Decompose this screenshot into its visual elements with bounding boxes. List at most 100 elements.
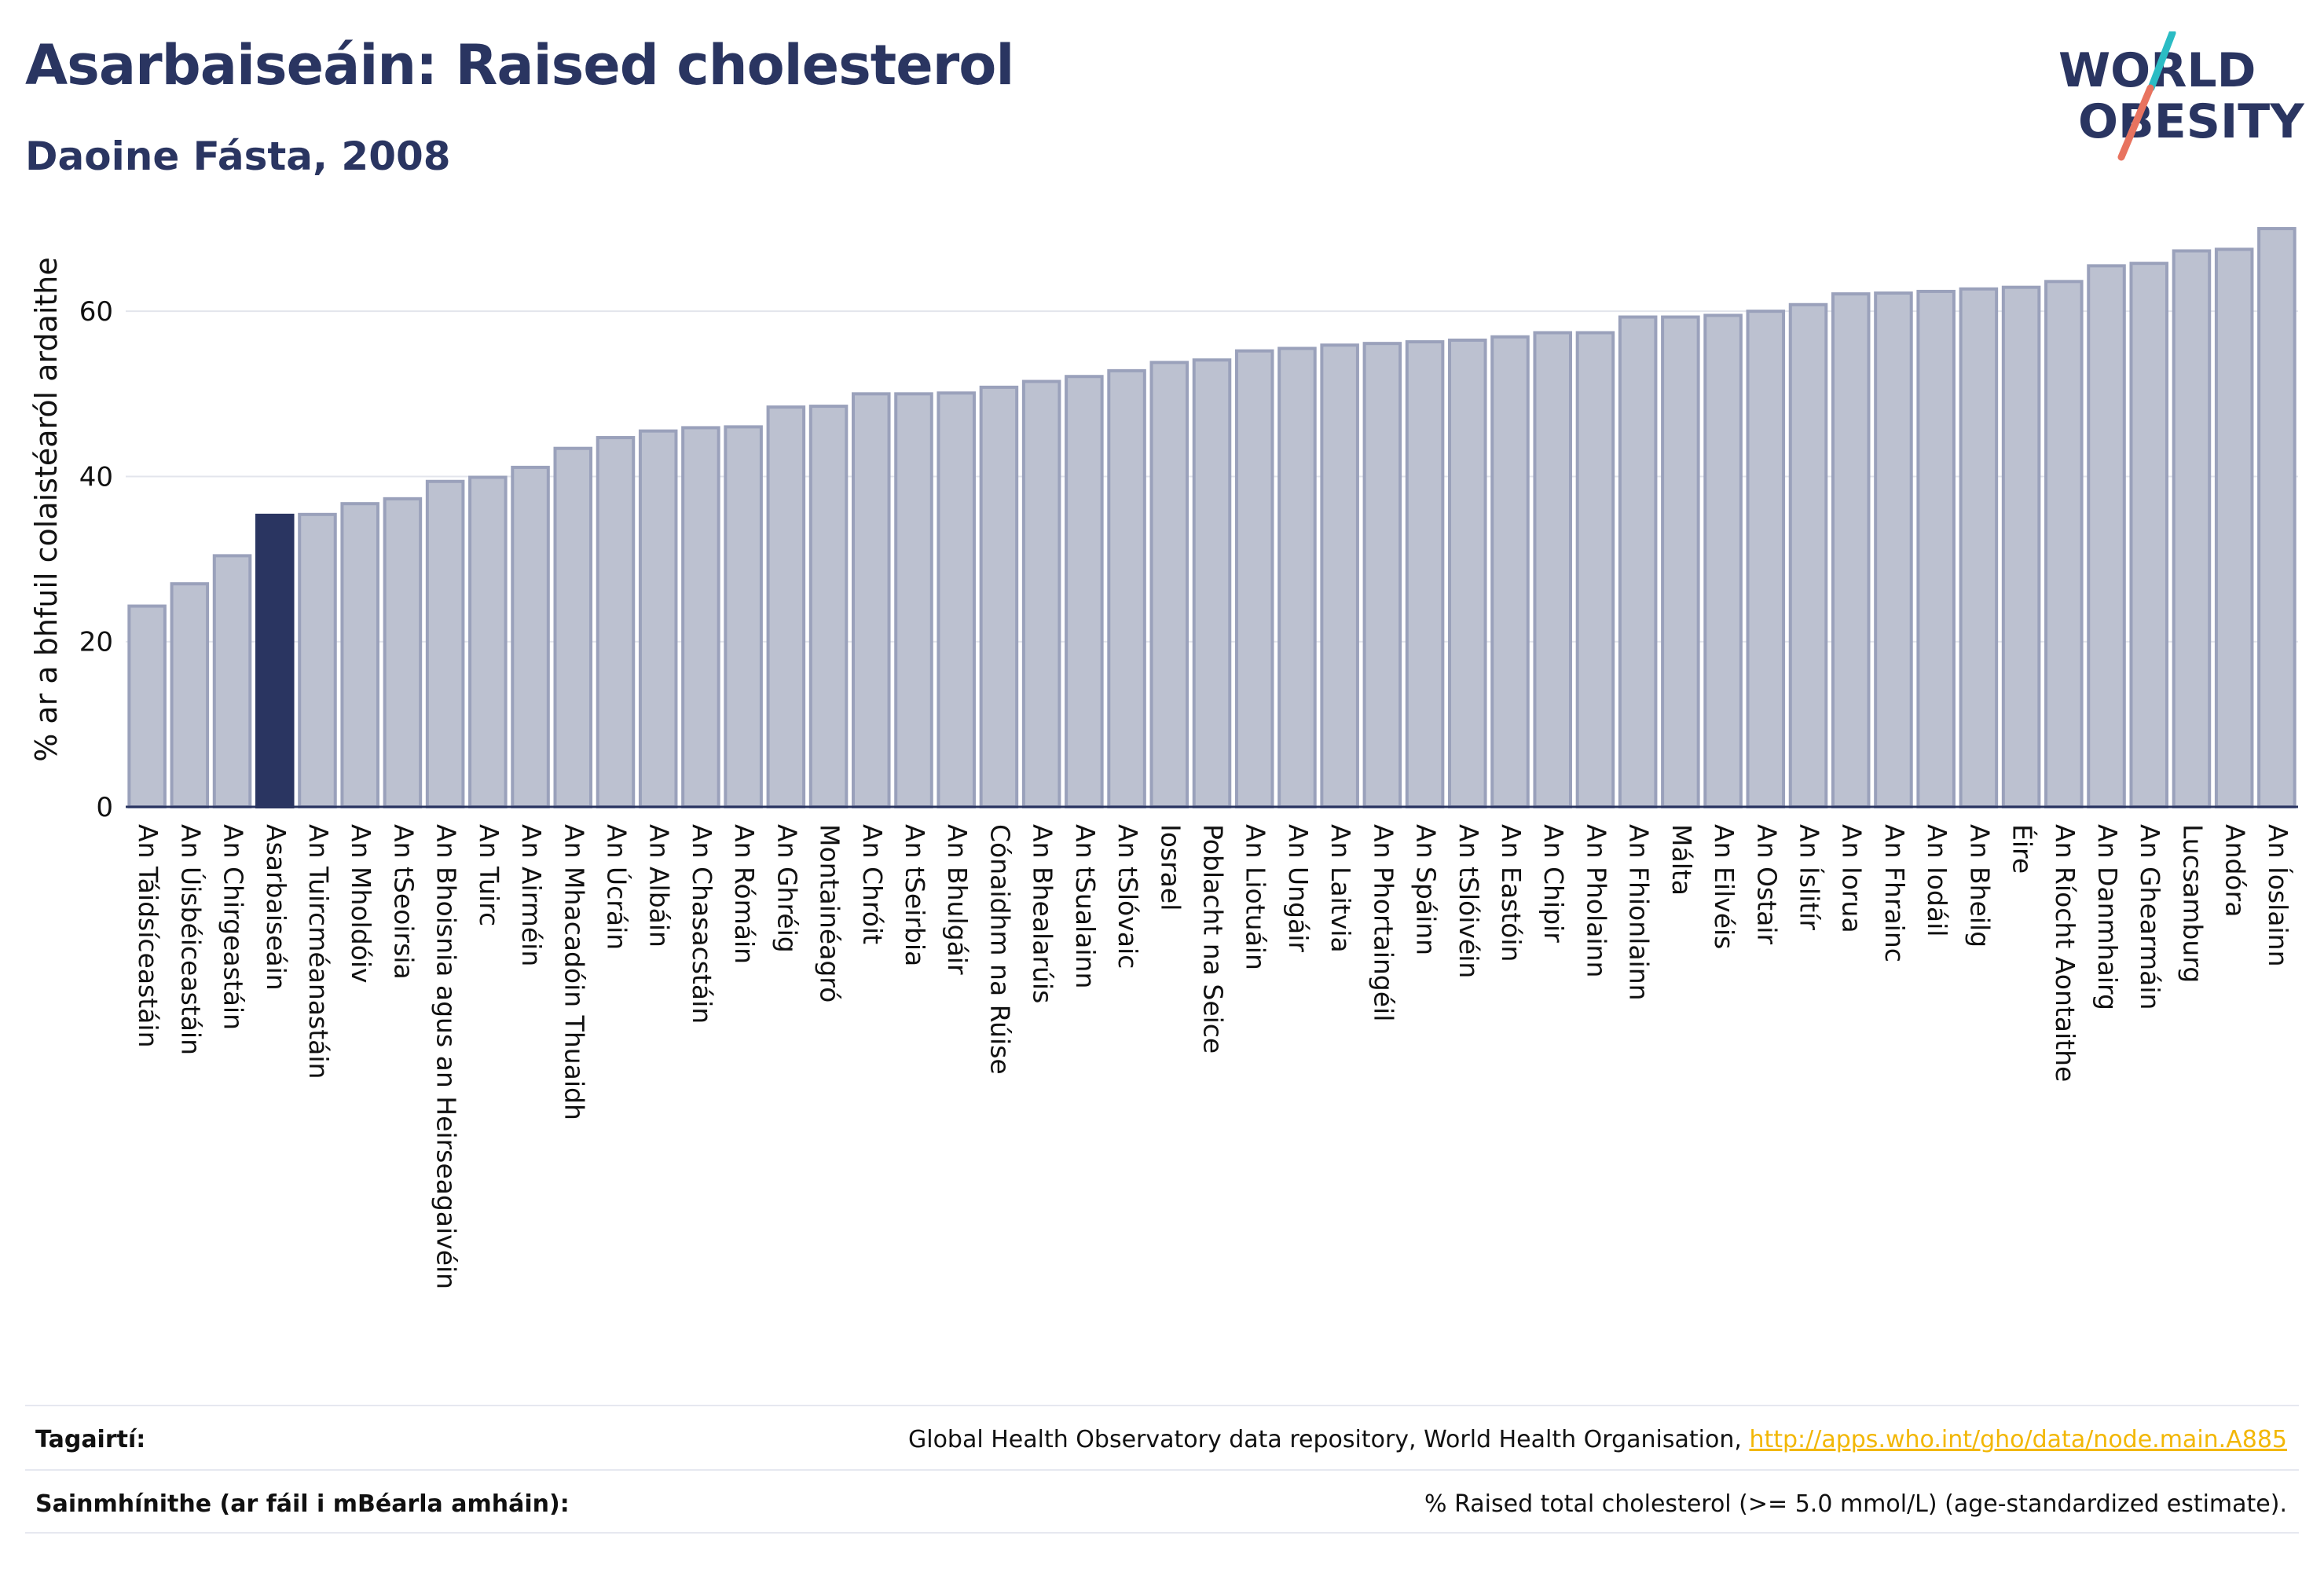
x-tick-label: An Fhionlainn <box>1624 824 1655 1001</box>
logo-slash-teal <box>2147 31 2176 92</box>
x-tick-label: An Íslitír <box>1794 824 1826 930</box>
x-tick-label: An Tuirc <box>474 824 504 926</box>
references-label: Tagairtí: <box>35 1426 146 1453</box>
x-tick-label: An Mholdóiv <box>346 824 376 984</box>
x-tick-label: An Iodáil <box>1922 824 1952 936</box>
y-tick-label: 60 <box>79 296 113 328</box>
y-tick-label: 20 <box>79 627 113 658</box>
references-text: Global Health Observatory data repositor… <box>908 1426 1742 1453</box>
bar <box>1277 346 1317 808</box>
x-tick-label: An Bhulgáir <box>942 824 973 975</box>
x-tick-label: Poblacht na Seice <box>1198 824 1229 1054</box>
x-tick-label: An Pholainn <box>1581 824 1611 977</box>
x-tick-label: An Ríocht Aontaithe <box>2050 824 2080 1082</box>
bar <box>212 554 252 809</box>
bar <box>1490 335 1530 809</box>
x-tick-label: An Chipir <box>1538 824 1569 943</box>
bar <box>766 405 806 809</box>
x-tick-label: An Táidsíceastáin <box>133 824 163 1047</box>
x-tick-label: An Liotuáin <box>1241 824 1271 970</box>
bar <box>127 604 167 809</box>
bar <box>681 426 720 808</box>
bar <box>1021 379 1061 808</box>
x-tick-label: An Íoslainn <box>2263 824 2294 966</box>
x-tick-label: An Chasacstáin <box>687 824 717 1024</box>
bar <box>1192 358 1232 808</box>
chart-subtitle: Daoine Fásta, 2008 <box>25 134 451 179</box>
bar-chart: 0 20 40 60 % ar a bhfuil colaistéaról ardait… <box>29 227 2298 1289</box>
bar <box>425 479 465 809</box>
bar <box>1448 338 1487 808</box>
x-tick-label: An Eastóin <box>1496 824 1527 962</box>
footer-divider-middle <box>25 1469 2299 1471</box>
x-tick-label: Asarbaiseáin <box>261 824 291 991</box>
x-tick-label: An Albáin <box>644 824 675 947</box>
x-tick-label: Andóra <box>2220 824 2251 917</box>
x-tick-label: Éire <box>2007 824 2039 874</box>
bar <box>638 429 678 808</box>
bar <box>2129 262 2169 808</box>
bar <box>1746 310 1786 808</box>
x-tick-label: An Iorua <box>1837 824 1868 933</box>
definitions-label: Sainmhínithe (ar fáil i mBéarla amháin): <box>35 1490 570 1518</box>
x-tick-label: An Fhrainc <box>1879 824 1910 962</box>
x-tick-label: An Phortaingéil <box>1368 824 1398 1021</box>
bar <box>1149 361 1189 808</box>
bar <box>596 436 636 808</box>
bar <box>2172 249 2212 808</box>
bar <box>979 385 1019 808</box>
bar <box>1362 342 1402 808</box>
x-tick-label: An Danmhairg <box>2092 824 2123 1010</box>
footer-divider-bottom <box>25 1532 2299 1534</box>
x-tick-label: An Ostair <box>1751 824 1782 944</box>
y-tick-label: 40 <box>79 461 113 493</box>
bar <box>2214 247 2254 808</box>
x-tick-label: An Tuircméanastáin <box>303 824 334 1079</box>
x-tick-label: An tSlóivéin <box>1453 824 1484 978</box>
bar <box>2087 264 2126 808</box>
bar <box>2001 285 2041 808</box>
x-tick-label: An tSlóvaic <box>1113 824 1143 969</box>
x-tick-label: An Chirgeastáin <box>218 824 249 1030</box>
footer-divider-top <box>25 1405 2299 1406</box>
bar <box>808 405 849 809</box>
bar <box>1703 313 1743 809</box>
y-tick-label: 0 <box>96 792 113 823</box>
definitions-value: % Raised total cholesterol (>= 5.0 mmol/… <box>1424 1490 2287 1518</box>
x-tick-label: An Ghréig <box>772 824 802 953</box>
bar <box>1788 302 1828 808</box>
bar <box>1916 289 1956 808</box>
x-tick-label: An Spáinn <box>1411 824 1442 955</box>
bar <box>1320 343 1359 808</box>
x-tick-label: An Airméin <box>516 824 547 966</box>
x-tick-label: An Bhoisnia agus an Heirseagaivéin <box>431 824 462 1289</box>
x-tick-label: An Mhacadóin Thuaidh <box>559 824 589 1120</box>
world-obesity-logo: WORLD OBESITY <box>2058 31 2305 161</box>
x-tick-label: An Bheilg <box>1964 824 1995 947</box>
references-value: Global Health Observatory data repositor… <box>908 1426 2287 1453</box>
bar <box>1831 292 1871 808</box>
bar <box>1107 368 1146 809</box>
bar <box>1234 349 1274 808</box>
x-tick-label: Iosrael <box>1155 824 1186 911</box>
bar <box>1959 287 1999 808</box>
x-tick-label: An Ungáir <box>1283 824 1314 952</box>
bar <box>894 392 933 808</box>
bar <box>170 582 210 808</box>
x-tick-label: Lucsamburg <box>2177 824 2208 983</box>
bar <box>255 513 295 809</box>
x-tick-label: An Úisbéiceastáin <box>175 824 207 1055</box>
bar <box>553 446 593 808</box>
bar <box>511 465 550 808</box>
logo-slash-coral <box>2117 84 2154 161</box>
bar <box>1065 375 1104 808</box>
x-tick-label: An Chróit <box>857 824 888 944</box>
x-tick-label: An Úcráin <box>601 824 632 950</box>
references-link[interactable]: http://apps.who.int/gho/data/node.main.A… <box>1749 1426 2287 1453</box>
x-tick-label: An tSeirbia <box>900 824 930 966</box>
x-tick-label: Montainéagró <box>815 824 845 1002</box>
bar <box>937 391 976 809</box>
bar <box>1874 291 1913 808</box>
x-tick-label: An Ghearmáin <box>2135 824 2165 1010</box>
x-tick-label: Málta <box>1666 824 1697 896</box>
